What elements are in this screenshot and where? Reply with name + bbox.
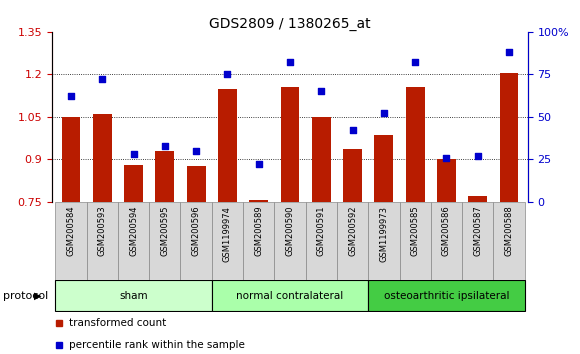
- Text: GSM200592: GSM200592: [348, 206, 357, 256]
- Text: GSM200593: GSM200593: [98, 206, 107, 256]
- Text: GSM200595: GSM200595: [160, 206, 169, 256]
- Bar: [86, 202, 118, 280]
- Bar: [187, 166, 205, 202]
- Bar: [93, 114, 111, 202]
- Point: [285, 59, 295, 65]
- Text: osteoarthritic ipsilateral: osteoarthritic ipsilateral: [384, 291, 509, 301]
- Point: [254, 161, 263, 167]
- Bar: [243, 202, 274, 280]
- Bar: [149, 202, 180, 280]
- Text: sham: sham: [119, 291, 148, 301]
- Bar: [494, 202, 525, 280]
- Text: GSM200596: GSM200596: [191, 206, 201, 256]
- Bar: [343, 149, 362, 202]
- Bar: [180, 202, 212, 280]
- Bar: [274, 202, 306, 280]
- Bar: [281, 87, 299, 202]
- Text: GSM200585: GSM200585: [411, 206, 420, 256]
- Text: GSM1199973: GSM1199973: [379, 206, 389, 262]
- Title: GDS2809 / 1380265_at: GDS2809 / 1380265_at: [209, 17, 371, 31]
- Bar: [368, 202, 400, 280]
- Bar: [337, 202, 368, 280]
- Bar: [375, 135, 393, 202]
- Text: transformed count: transformed count: [69, 318, 166, 329]
- Point: [411, 59, 420, 65]
- Text: GSM200586: GSM200586: [442, 206, 451, 256]
- Bar: [218, 88, 237, 202]
- Bar: [431, 202, 462, 280]
- Bar: [212, 202, 243, 280]
- Text: percentile rank within the sample: percentile rank within the sample: [69, 339, 245, 350]
- Bar: [499, 73, 519, 202]
- Text: ▶: ▶: [34, 291, 41, 301]
- Point: [97, 76, 107, 82]
- Bar: [55, 202, 86, 280]
- Bar: [155, 151, 174, 202]
- Point: [348, 127, 357, 133]
- Bar: [61, 117, 81, 202]
- Point: [191, 148, 201, 154]
- Bar: [469, 196, 487, 202]
- Text: GSM200591: GSM200591: [317, 206, 326, 256]
- Point: [379, 110, 389, 116]
- Point: [66, 93, 75, 99]
- Bar: [437, 159, 456, 202]
- Point: [160, 143, 169, 149]
- Bar: [400, 202, 431, 280]
- Text: GSM200587: GSM200587: [473, 206, 482, 256]
- Point: [442, 155, 451, 160]
- Bar: [406, 87, 425, 202]
- Text: GSM200589: GSM200589: [254, 206, 263, 256]
- Bar: [312, 117, 331, 202]
- Bar: [118, 202, 149, 280]
- Text: GSM200584: GSM200584: [67, 206, 75, 256]
- Bar: [124, 165, 143, 202]
- Bar: [55, 280, 212, 311]
- Text: GSM200594: GSM200594: [129, 206, 138, 256]
- Text: protocol: protocol: [3, 291, 48, 301]
- Text: GSM200590: GSM200590: [285, 206, 295, 256]
- Point: [473, 153, 483, 159]
- Point: [223, 72, 232, 77]
- Point: [129, 152, 138, 157]
- Point: [317, 88, 326, 94]
- Text: normal contralateral: normal contralateral: [237, 291, 343, 301]
- Bar: [306, 202, 337, 280]
- Bar: [212, 280, 368, 311]
- Bar: [462, 202, 494, 280]
- Text: GSM1199974: GSM1199974: [223, 206, 232, 262]
- Bar: [249, 200, 268, 202]
- Text: GSM200588: GSM200588: [505, 206, 513, 256]
- Point: [505, 50, 514, 55]
- Bar: [368, 280, 525, 311]
